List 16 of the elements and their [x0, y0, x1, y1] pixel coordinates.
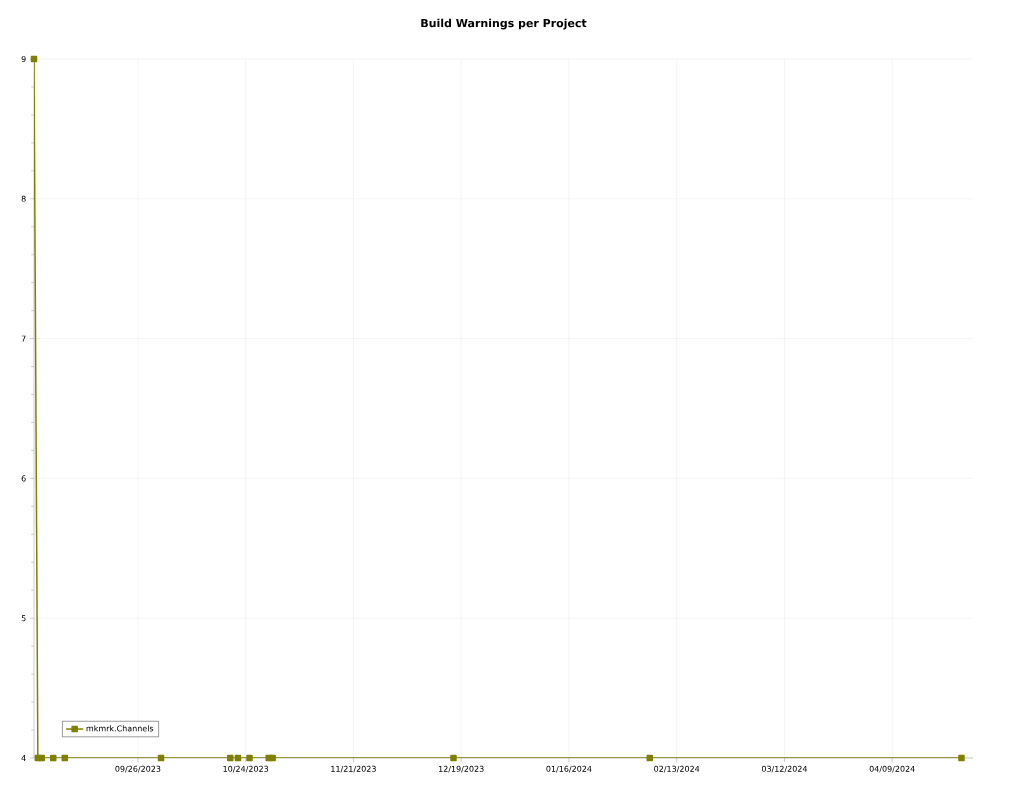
y-tick-label: 4: [21, 755, 26, 761]
x-tick-label: 11/21/2023: [331, 765, 376, 773]
x-tick-label: 02/13/2024: [654, 765, 700, 773]
x-tick-label: 09/26/2023: [115, 765, 161, 773]
x-tick-label: 12/19/2023: [439, 765, 484, 773]
y-tick-label: 5: [21, 615, 26, 622]
y-tick-label: 7: [21, 335, 26, 342]
chart-title: Build Warnings per Project: [421, 18, 587, 30]
x-tick-label: 03/12/2024: [761, 765, 808, 773]
x-tick-label: 04/09/2024: [869, 765, 915, 773]
x-tick-label: 10/24/2023: [223, 765, 269, 773]
y-tick-label: 8: [21, 195, 26, 202]
legend-label: mkmrk.Channels: [86, 725, 154, 732]
y-tick-label: 6: [21, 475, 26, 482]
x-tick-label: 01/16/2024: [546, 765, 592, 773]
y-tick-label: 9: [21, 55, 26, 63]
